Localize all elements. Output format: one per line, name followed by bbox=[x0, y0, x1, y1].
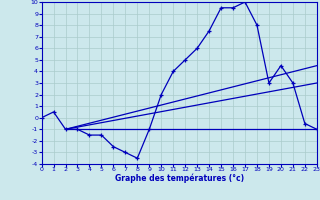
X-axis label: Graphe des températures (°c): Graphe des températures (°c) bbox=[115, 174, 244, 183]
